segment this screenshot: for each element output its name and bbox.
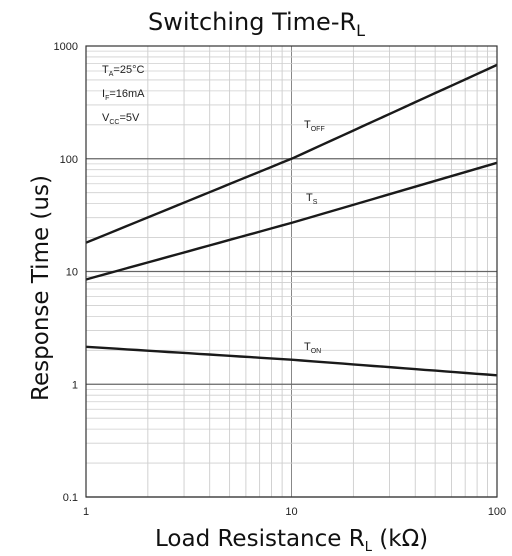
series-line-toff — [85, 63, 498, 244]
x-axis-title-main: Load Resistance R — [155, 526, 365, 552]
plot-frame — [85, 45, 498, 498]
y-tick-label: 10 — [66, 267, 78, 279]
x-axis-title: Load Resistance RL (kΩ) — [155, 526, 428, 555]
series-lines — [85, 63, 498, 377]
x-axis-title-sub: L — [365, 540, 373, 555]
series-label-ton: TON — [304, 341, 321, 355]
conditions-box: TA=25°C IF=16mA VCC=5V — [102, 64, 145, 126]
series-label-ts: TS — [306, 192, 318, 206]
condition-ta: TA=25°C — [102, 64, 144, 78]
y-tick-label: 1000 — [54, 41, 78, 53]
x-tick-label: 1 — [83, 506, 89, 518]
x-tick-label: 10 — [285, 506, 297, 518]
y-tick-label: 0.1 — [63, 492, 78, 504]
condition-if: IF=16mA — [102, 88, 145, 102]
x-axis-title-unit: (kΩ) — [372, 526, 428, 552]
chart-title-main: Switching Time-R — [148, 8, 356, 36]
x-tick-label: 100 — [488, 506, 506, 518]
condition-vcc: VCC=5V — [102, 112, 140, 126]
series-label-toff: TOFF — [304, 119, 325, 133]
series-line-ton — [85, 345, 498, 377]
y-axis-title: Response Time (us) — [28, 175, 54, 401]
chart-title-sub: L — [356, 21, 365, 40]
chart-title: Switching Time-RL — [148, 8, 365, 40]
tick-labels: 0.1 1 10 100 1000 1 10 100 — [54, 41, 507, 518]
series-line-ts — [85, 161, 498, 281]
grid — [85, 46, 497, 498]
y-tick-label: 100 — [60, 154, 78, 166]
y-tick-label: 1 — [72, 379, 78, 391]
